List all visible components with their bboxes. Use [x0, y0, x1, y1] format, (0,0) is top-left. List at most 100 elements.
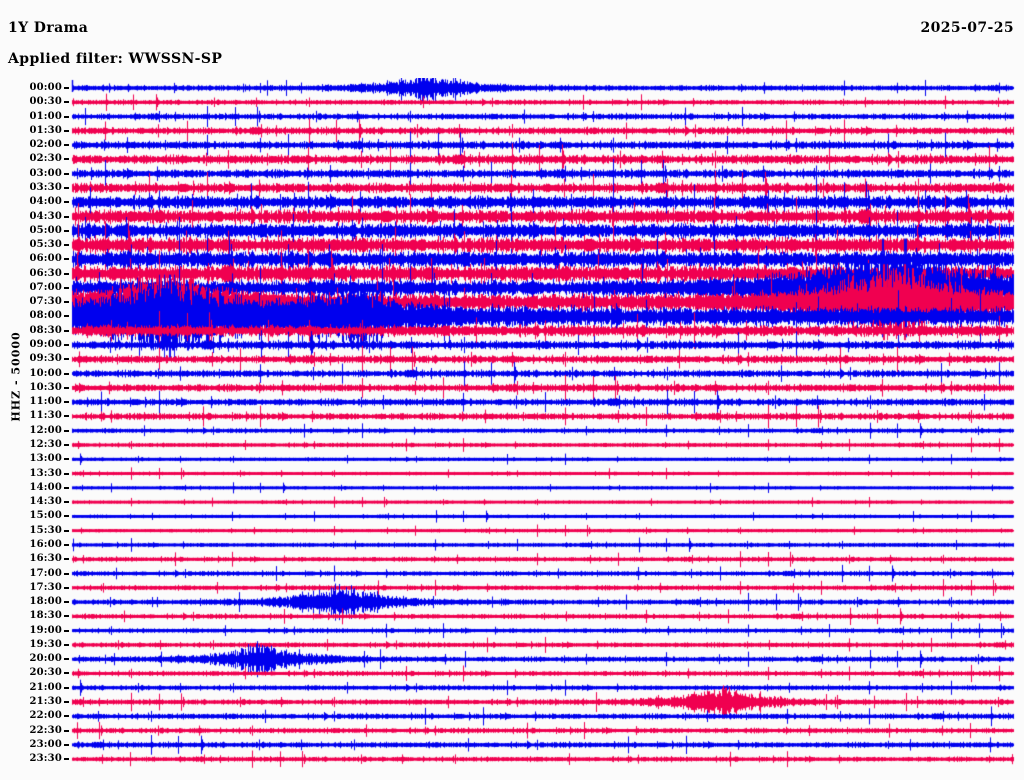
axis-tick	[64, 315, 69, 318]
time-label: 17:30	[29, 581, 62, 593]
time-label: 01:00	[29, 110, 62, 122]
axis-tick	[64, 601, 69, 604]
time-label: 16:30	[29, 553, 62, 565]
applied-filter-label: Applied filter: WWSSN-SP	[8, 51, 223, 67]
time-label: 11:00	[29, 396, 62, 408]
seismic-trace-canvas	[0, 78, 1024, 778]
axis-tick	[64, 115, 69, 118]
time-label: 13:30	[29, 467, 62, 479]
time-label: 01:30	[29, 124, 62, 136]
axis-tick	[64, 215, 69, 218]
time-label: 06:00	[29, 253, 62, 265]
axis-tick	[64, 229, 69, 232]
time-label: 02:00	[29, 139, 62, 151]
time-label: 20:30	[29, 667, 62, 679]
axis-tick	[64, 172, 69, 175]
time-label: 10:00	[29, 367, 62, 379]
time-label: 20:00	[29, 653, 62, 665]
time-label: 16:00	[29, 538, 62, 550]
time-label: 06:30	[29, 267, 62, 279]
axis-tick	[64, 472, 69, 475]
record-date: 2025-07-25	[920, 20, 1014, 36]
time-label: 07:30	[29, 296, 62, 308]
time-label: 07:00	[29, 281, 62, 293]
axis-tick	[64, 158, 69, 161]
time-label: 18:00	[29, 596, 62, 608]
time-label: 14:00	[29, 481, 62, 493]
axis-tick	[64, 658, 69, 661]
time-label: 12:30	[29, 439, 62, 450]
axis-tick	[64, 458, 69, 461]
helicorder-plot: 00:00 00:30 01:00 01:30 02:00 02:30 03:00 03:30…	[0, 78, 1024, 778]
axis-tick	[64, 415, 69, 418]
axis-tick	[64, 101, 69, 104]
time-label: 09:00	[29, 339, 62, 351]
axis-tick	[64, 329, 69, 332]
axis-tick	[64, 629, 69, 632]
axis-tick	[64, 558, 69, 561]
axis-tick	[64, 586, 69, 589]
axis-tick	[64, 286, 69, 289]
axis-tick	[64, 758, 69, 761]
axis-tick	[64, 87, 69, 89]
axis-tick	[64, 543, 69, 546]
axis-tick	[64, 186, 69, 189]
time-label: 02:30	[29, 153, 62, 165]
axis-tick	[64, 701, 69, 704]
time-label: 14:30	[29, 496, 62, 508]
time-label: 11:30	[29, 410, 62, 422]
axis-tick	[64, 615, 69, 618]
axis-tick	[64, 344, 69, 347]
axis-tick	[64, 144, 69, 147]
axis-tick	[64, 715, 69, 718]
time-axis: 00:00 00:30 01:00 01:30 02:00 02:30 03:00 03:30…	[0, 78, 69, 778]
time-label: 23:00	[29, 738, 62, 750]
axis-tick	[64, 301, 69, 304]
axis-tick	[64, 372, 69, 375]
axis-tick	[64, 486, 69, 489]
axis-tick	[64, 743, 69, 746]
time-label: 18:30	[29, 610, 62, 622]
axis-tick	[64, 672, 69, 675]
time-label: 04:30	[29, 210, 62, 222]
time-label: 19:30	[29, 638, 62, 650]
time-label: 22:00	[29, 710, 62, 722]
axis-tick	[64, 686, 69, 689]
axis-tick	[64, 258, 69, 261]
time-label: 04:00	[29, 196, 62, 208]
time-label: 03:00	[29, 167, 62, 179]
axis-tick	[64, 643, 69, 646]
page-title: 1Y Drama	[8, 20, 89, 36]
time-label: 17:00	[29, 567, 62, 579]
time-label: 23:30	[29, 753, 62, 765]
time-label: 12:00	[29, 424, 62, 436]
time-label: 08:00	[29, 310, 62, 322]
time-label: 09:30	[29, 353, 62, 365]
axis-tick	[64, 386, 69, 389]
time-label: 21:30	[29, 696, 62, 708]
time-label: 03:30	[29, 181, 62, 193]
axis-tick	[64, 572, 69, 575]
axis-tick	[64, 444, 69, 446]
axis-tick	[64, 729, 69, 732]
axis-tick	[64, 529, 69, 532]
time-label: 15:30	[29, 524, 62, 536]
time-label: 05:00	[29, 224, 62, 236]
time-label: 00:00	[29, 82, 62, 93]
time-label: 05:30	[29, 239, 62, 251]
time-label: 19:00	[29, 624, 62, 636]
axis-tick	[64, 401, 69, 404]
time-label: 22:30	[29, 724, 62, 736]
axis-tick	[64, 358, 69, 361]
axis-tick	[64, 429, 69, 432]
time-label: 08:30	[29, 324, 62, 336]
axis-tick	[64, 244, 69, 247]
time-label: 21:00	[29, 681, 62, 693]
axis-tick	[64, 515, 69, 518]
axis-tick	[64, 272, 69, 275]
axis-tick	[64, 501, 69, 504]
time-label: 00:30	[29, 96, 62, 108]
time-label: 15:00	[29, 510, 62, 522]
axis-tick	[64, 201, 69, 204]
